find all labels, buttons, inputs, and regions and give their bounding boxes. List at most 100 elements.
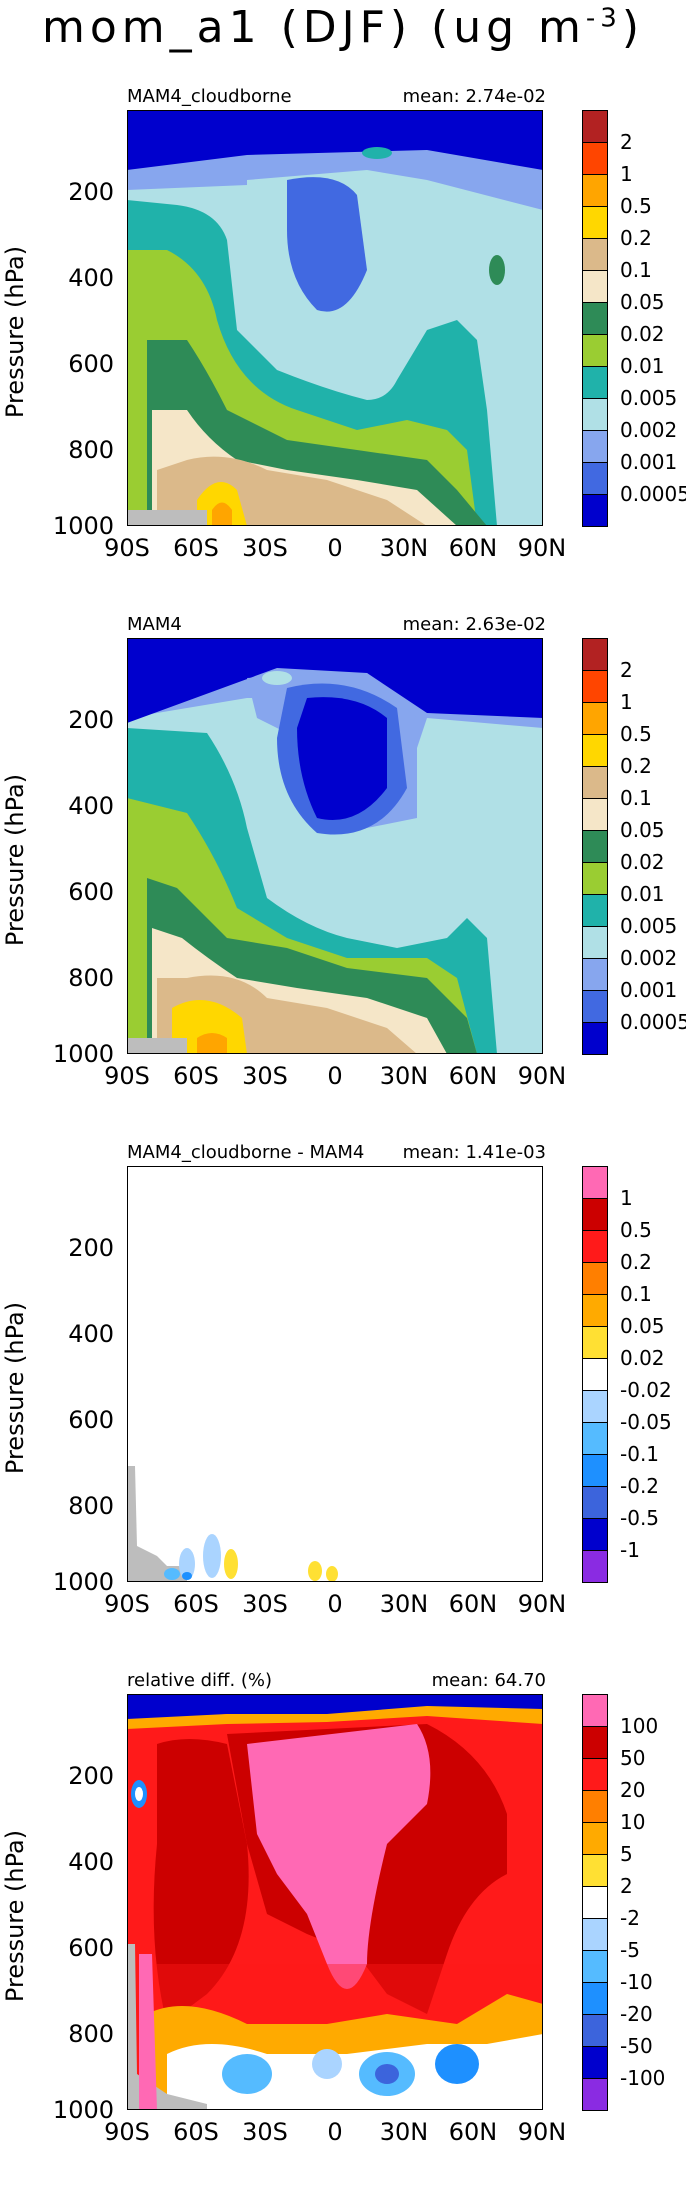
ytick-200: 200 <box>68 1762 114 1790</box>
colorbar-box <box>582 1790 608 1823</box>
fill-100-left-edge <box>139 1954 157 2110</box>
colorbar-box <box>582 1262 608 1295</box>
colorbar-level-label: 0.0005 <box>620 482 686 506</box>
colorbar-box <box>582 1550 608 1583</box>
colorbar-level-label: 1 <box>620 690 633 714</box>
colorbar-box <box>582 174 608 207</box>
y-axis-label: Pressure (hPa) <box>1 1829 30 2003</box>
contour-svg <box>127 1694 543 2110</box>
colorbar-box <box>582 2014 608 2047</box>
colorbar-level-label: 0.01 <box>620 882 665 906</box>
colorbar-box <box>582 1454 608 1487</box>
figure-title: mom_a1 (DJF) (ug m-3) <box>41 2 644 53</box>
xtick-30s: 30S <box>242 534 288 562</box>
colorbar-box <box>582 398 608 431</box>
colorbar-level-label: 2 <box>620 130 633 154</box>
xtick-90s: 90S <box>104 2118 150 2146</box>
colorbar-level-label: 50 <box>620 1746 646 1770</box>
xtick-30n: 30N <box>379 2118 429 2146</box>
fill-missing-region <box>127 510 207 526</box>
ytick-200: 200 <box>68 706 114 734</box>
colorbar <box>582 638 608 1055</box>
colorbar-level-label: 0.01 <box>620 354 665 378</box>
colorbar-box <box>582 142 608 175</box>
colorbar-box <box>582 1294 608 1327</box>
colorbar-box <box>582 270 608 303</box>
colorbar-level-label: -2 <box>620 1906 640 1930</box>
colorbar-box <box>582 990 608 1023</box>
fill-missing-region <box>127 1038 187 1054</box>
colorbar-box <box>582 894 608 927</box>
contour-plot <box>127 1166 543 1582</box>
colorbar-level-label: -0.2 <box>620 1474 660 1498</box>
colorbar-level-label: 2 <box>620 658 633 682</box>
colorbar-box <box>582 1886 608 1919</box>
ytick-800: 800 <box>68 1492 114 1520</box>
xtick-90s: 90S <box>104 1590 150 1618</box>
colorbar-box <box>582 830 608 863</box>
fill-neg5-1 <box>312 2049 342 2079</box>
fill-pos-small-1 <box>224 1549 238 1579</box>
xtick-90s: 90S <box>104 534 150 562</box>
ytick-400: 400 <box>68 264 114 292</box>
colorbar-level-label: -0.1 <box>620 1442 660 1466</box>
panel-title-left: MAM4_cloudborne <box>127 86 292 107</box>
colorbar-level-label: -0.05 <box>620 1410 672 1434</box>
xtick-90n: 90N <box>517 2118 567 2146</box>
xtick-60s: 60S <box>173 1062 219 1090</box>
xtick-30n: 30N <box>379 1062 429 1090</box>
colorbar-box <box>582 334 608 367</box>
panel-title-left: MAM4_cloudborne - MAM4 <box>127 1142 365 1163</box>
fill-pos-small-3 <box>326 1566 338 1582</box>
colorbar-level-label: 0.002 <box>620 946 678 970</box>
fill-neg10-1 <box>222 2054 272 2094</box>
fill-missing-region <box>127 1466 187 1582</box>
panel-mean: mean: 64.70 <box>431 1670 546 1691</box>
fill-100 <box>247 1724 431 1989</box>
colorbar-level-label: 5 <box>620 1842 633 1866</box>
xtick-30s: 30S <box>242 2118 288 2146</box>
fill-neg-small-3 <box>164 1568 180 1580</box>
colorbar-box <box>582 1166 608 1199</box>
fill-0.5 <box>212 502 232 526</box>
fill-small-light <box>262 671 292 685</box>
colorbar-box <box>582 766 608 799</box>
colorbar-box <box>582 1230 608 1263</box>
colorbar-level-label: 10 <box>620 1810 646 1834</box>
xtick-60s: 60S <box>173 534 219 562</box>
fill-teal-spot <box>362 147 392 159</box>
colorbar-level-label: 0.02 <box>620 1346 665 1370</box>
panel-mean: mean: 2.63e-02 <box>402 614 546 635</box>
xtick-0: 0 <box>327 1062 343 1090</box>
colorbar-box <box>582 366 608 399</box>
colorbar-box <box>582 1950 608 1983</box>
colorbar-box <box>582 1198 608 1231</box>
contour-svg <box>127 1166 543 1582</box>
xtick-30s: 30S <box>242 1590 288 1618</box>
xtick-60n: 60N <box>448 1590 498 1618</box>
colorbar-box <box>582 638 608 671</box>
colorbar-box <box>582 734 608 767</box>
panel-mean: mean: 1.41e-03 <box>402 1142 546 1163</box>
xtick-30n: 30N <box>379 534 429 562</box>
colorbar-level-label: 0.05 <box>620 818 665 842</box>
fill-0.0005-top <box>127 110 543 170</box>
xtick-0: 0 <box>327 534 343 562</box>
fill-5-band <box>127 1706 543 1729</box>
panel-relative-diff: relative diff. (%) mean: 64.70 Pressure … <box>0 1668 686 2188</box>
colorbar-level-label: 100 <box>620 1714 659 1738</box>
fill-0.0005-top <box>127 638 543 723</box>
contour-plot <box>127 638 543 1054</box>
colorbar-box <box>582 1694 608 1727</box>
colorbar-level-label: 1 <box>620 1186 633 1210</box>
panel-difference: MAM4_cloudborne - MAM4 mean: 1.41e-03 Pr… <box>0 1140 686 1660</box>
colorbar-level-label: -0.02 <box>620 1378 672 1402</box>
contour-svg <box>127 638 543 1054</box>
colorbar-level-label: 1 <box>620 162 633 186</box>
fill-pos-small-2 <box>308 1561 322 1581</box>
colorbar-level-label: 0.005 <box>620 386 678 410</box>
colorbar-box <box>582 1422 608 1455</box>
panel-title-left: MAM4 <box>127 614 182 635</box>
colorbar <box>582 1694 608 2111</box>
colorbar-level-label: 0.005 <box>620 914 678 938</box>
